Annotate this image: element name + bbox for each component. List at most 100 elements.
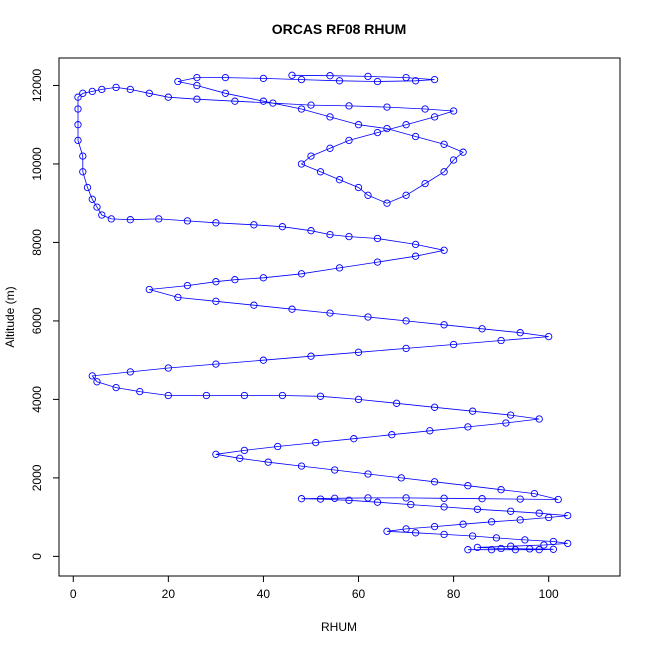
data-point xyxy=(564,511,572,520)
data-point xyxy=(411,77,420,85)
data-point xyxy=(126,368,134,376)
data-point xyxy=(373,234,382,243)
data-point xyxy=(516,516,524,524)
data-point xyxy=(459,520,467,528)
data-point xyxy=(212,450,220,458)
data-point xyxy=(193,73,201,82)
data-point xyxy=(231,97,239,105)
data-point xyxy=(364,72,372,81)
y-tick-label: 8000 xyxy=(30,229,44,256)
data-point xyxy=(307,152,315,160)
data-point xyxy=(464,482,472,490)
data-point xyxy=(502,419,510,427)
data-point xyxy=(79,152,87,160)
x-tick-label: 20 xyxy=(162,587,176,601)
data-point xyxy=(497,486,505,494)
data-point xyxy=(297,270,306,278)
data-point xyxy=(259,356,268,364)
data-point xyxy=(183,217,192,225)
data-point xyxy=(174,293,182,302)
data-point xyxy=(564,539,572,548)
data-series xyxy=(74,71,572,554)
data-point xyxy=(331,466,339,474)
data-point xyxy=(507,507,515,515)
data-point xyxy=(440,321,448,329)
data-point xyxy=(316,168,325,176)
data-point xyxy=(79,89,87,97)
data-point xyxy=(383,527,391,535)
data-point xyxy=(350,435,358,443)
data-point xyxy=(126,85,134,94)
x-tick-label: 100 xyxy=(539,587,559,601)
data-point xyxy=(345,232,353,241)
data-point xyxy=(535,509,543,517)
chart-title: ORCAS RF08 RHUM xyxy=(272,21,407,37)
x-tick-label: 0 xyxy=(70,587,77,601)
y-tick-label: 10000 xyxy=(30,147,44,181)
data-point xyxy=(240,446,249,455)
data-point xyxy=(112,83,120,92)
data-point xyxy=(307,227,315,235)
data-point xyxy=(259,74,268,83)
data-point xyxy=(183,281,192,290)
data-point xyxy=(521,536,529,544)
data-point xyxy=(231,276,239,284)
data-point xyxy=(554,495,562,504)
data-point xyxy=(297,160,306,168)
data-point xyxy=(497,336,505,345)
data-point xyxy=(297,462,306,470)
data-point xyxy=(440,168,448,176)
data-point xyxy=(421,179,429,188)
data-point xyxy=(464,423,472,431)
data-point xyxy=(145,285,153,294)
data-point xyxy=(440,503,448,511)
data-point xyxy=(193,81,201,90)
data-point xyxy=(430,478,439,486)
data-point xyxy=(112,383,120,392)
data-point xyxy=(411,529,420,537)
data-point xyxy=(383,103,391,111)
data-point xyxy=(221,89,230,97)
data-point xyxy=(331,494,339,502)
data-point xyxy=(402,121,410,129)
data-point xyxy=(535,546,543,554)
data-point xyxy=(83,183,92,192)
data-point xyxy=(492,534,501,542)
data-point xyxy=(468,532,477,540)
data-point xyxy=(545,513,553,522)
data-point xyxy=(373,498,382,506)
data-point xyxy=(440,530,448,539)
data-point xyxy=(74,105,82,113)
data-point xyxy=(345,102,353,110)
data-point xyxy=(468,407,477,415)
data-point xyxy=(411,132,420,141)
data-point xyxy=(373,258,382,266)
data-point xyxy=(402,344,410,353)
data-point xyxy=(288,71,296,79)
data-point xyxy=(316,392,325,400)
data-point xyxy=(516,329,524,337)
data-point xyxy=(402,525,410,533)
data-point xyxy=(193,95,201,103)
data-point xyxy=(430,113,439,121)
data-point xyxy=(74,136,82,145)
data-point xyxy=(430,75,439,84)
data-point xyxy=(487,518,496,526)
data-point xyxy=(449,107,458,115)
y-axis: 0 2000 4000 6000 8000 10000 12000 xyxy=(30,68,60,560)
data-point xyxy=(145,89,153,97)
y-tick-label: 2000 xyxy=(30,464,44,491)
data-point xyxy=(79,168,87,176)
data-point xyxy=(155,215,163,223)
data-point xyxy=(164,364,172,372)
data-point xyxy=(487,546,496,554)
data-point xyxy=(421,105,429,113)
data-point xyxy=(326,144,334,152)
data-point xyxy=(88,195,96,203)
y-tick-label: 12000 xyxy=(30,68,44,102)
data-point xyxy=(473,543,482,552)
data-point xyxy=(364,313,372,321)
x-tick-label: 80 xyxy=(447,587,461,601)
data-point xyxy=(297,495,306,503)
